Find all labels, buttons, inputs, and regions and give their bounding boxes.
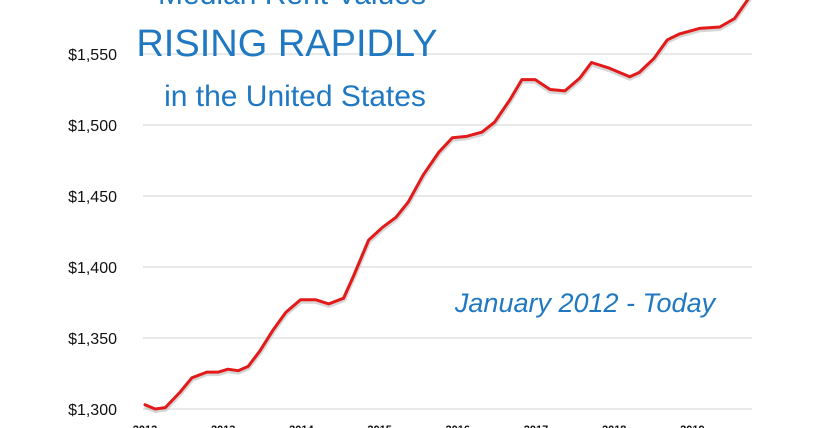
x-tick-label: 2015 — [367, 424, 391, 428]
y-tick-label: $1,300 — [68, 402, 117, 419]
x-tick-label: 2017 — [524, 424, 548, 428]
y-tick-label: $1,500 — [68, 118, 117, 135]
chart-title-line-3: in the United States — [164, 80, 426, 113]
x-tick-label: 2019 — [680, 424, 704, 428]
x-tick-label: 2012 — [133, 424, 157, 428]
y-tick-label: $1,550 — [68, 47, 117, 64]
x-tick-label: 2018 — [602, 424, 626, 428]
x-tick-label: 2016 — [446, 424, 470, 428]
chart-title-line-2: RISING RAPIDLY — [136, 23, 437, 65]
y-tick-label: $1,400 — [68, 260, 117, 277]
y-tick-label: $1,350 — [68, 331, 117, 348]
chart-title-line-1: Median Rent Values — [158, 0, 426, 11]
x-tick-label: 2013 — [211, 424, 235, 428]
x-tick-label: 2014 — [289, 424, 314, 428]
y-tick-label: $1,450 — [68, 189, 117, 206]
chart-annotation: January 2012 - Today — [454, 288, 717, 318]
